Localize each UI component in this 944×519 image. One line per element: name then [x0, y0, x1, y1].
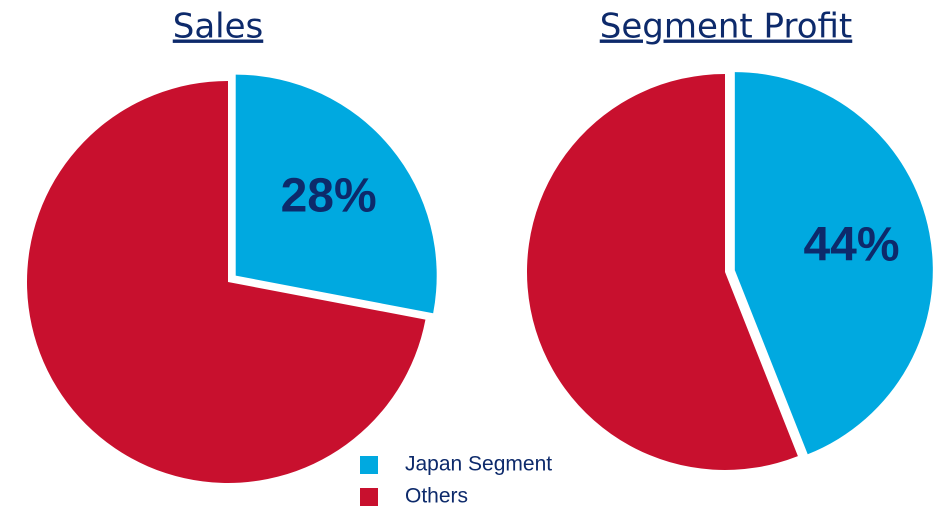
pie-slice	[734, 72, 933, 455]
legend-label: Japan Segment	[405, 453, 552, 476]
pie-slice	[27, 81, 426, 484]
pie-slice	[527, 74, 798, 470]
legend-label: Others	[405, 485, 468, 508]
chart-title: Segment Profit	[600, 7, 853, 47]
chart-title: Sales	[173, 7, 264, 47]
pie-slice	[235, 74, 437, 314]
value-label: 28%	[281, 169, 377, 222]
legend-swatch	[360, 488, 378, 506]
value-label: 44%	[803, 219, 899, 272]
legend-swatch	[360, 456, 378, 474]
